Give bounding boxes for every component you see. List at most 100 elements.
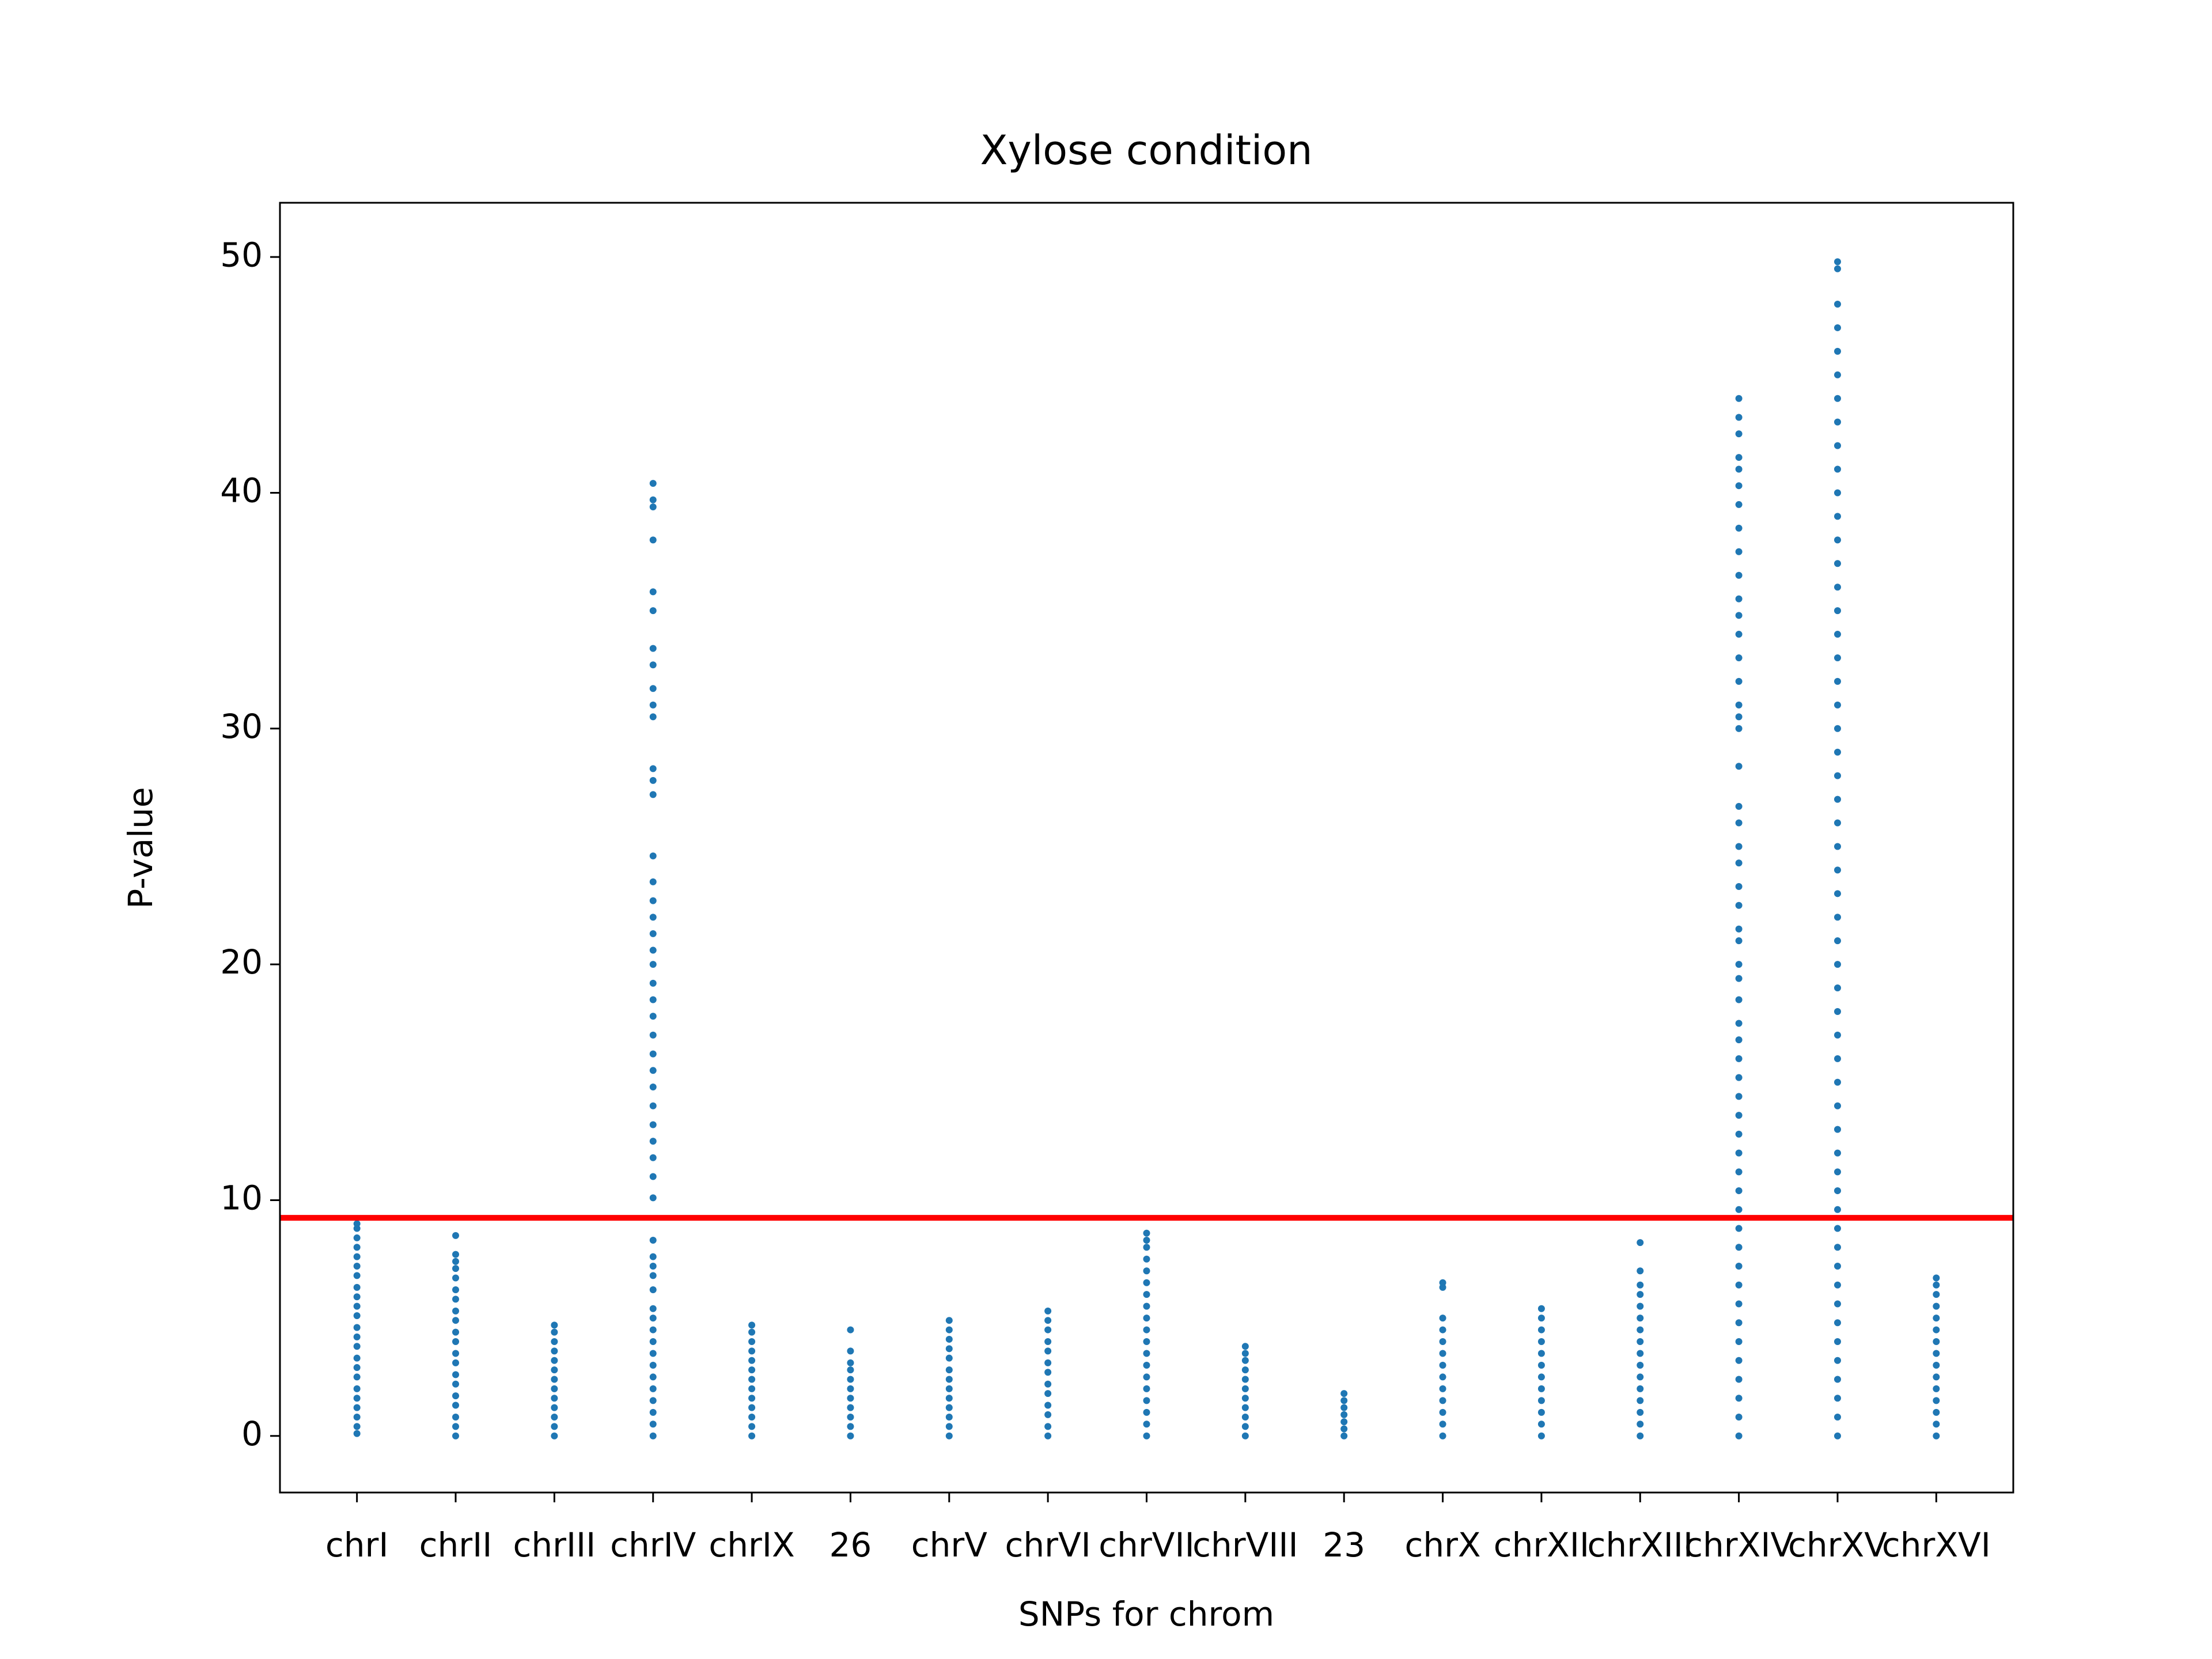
point xyxy=(1933,1281,1940,1289)
x-tick-label: chrXII xyxy=(1494,1525,1589,1565)
point xyxy=(649,1315,657,1322)
point xyxy=(1637,1302,1644,1310)
point xyxy=(1044,1411,1052,1418)
point xyxy=(1834,890,1841,897)
point xyxy=(1834,866,1841,874)
x-tick-label: chrI xyxy=(325,1525,389,1565)
point xyxy=(649,1237,657,1244)
point xyxy=(452,1286,460,1293)
point xyxy=(1933,1421,1940,1428)
point xyxy=(1537,1432,1545,1440)
point xyxy=(1439,1421,1446,1428)
point xyxy=(1933,1432,1940,1440)
point xyxy=(1933,1315,1940,1322)
point xyxy=(551,1328,558,1336)
point xyxy=(1834,1357,1841,1364)
point xyxy=(649,914,657,921)
point xyxy=(452,1317,460,1324)
point xyxy=(649,1013,657,1020)
point xyxy=(1834,607,1841,615)
point xyxy=(748,1395,756,1402)
point xyxy=(353,1404,361,1411)
point xyxy=(452,1274,460,1282)
point xyxy=(649,588,657,596)
point xyxy=(847,1385,854,1392)
point xyxy=(748,1347,756,1355)
point xyxy=(1735,1225,1743,1232)
point xyxy=(1340,1390,1348,1397)
point xyxy=(1637,1397,1644,1404)
point xyxy=(847,1326,854,1334)
point xyxy=(1834,1432,1841,1440)
point xyxy=(1933,1291,1940,1298)
point xyxy=(649,661,657,669)
point xyxy=(748,1328,756,1336)
point xyxy=(1637,1281,1644,1289)
point xyxy=(353,1302,361,1310)
point xyxy=(1044,1347,1052,1355)
point xyxy=(1044,1402,1052,1409)
point xyxy=(1241,1357,1249,1364)
point xyxy=(1735,465,1743,473)
point xyxy=(1735,1414,1743,1421)
point xyxy=(353,1234,361,1241)
point xyxy=(1735,925,1743,933)
point xyxy=(353,1293,361,1301)
point xyxy=(1735,482,1743,490)
point xyxy=(1834,560,1841,567)
point xyxy=(1143,1432,1150,1440)
point xyxy=(1735,883,1743,891)
point xyxy=(452,1414,460,1421)
point xyxy=(452,1257,460,1265)
point xyxy=(1834,1126,1841,1133)
point xyxy=(649,1194,657,1202)
point xyxy=(1340,1418,1348,1426)
point xyxy=(1735,1149,1743,1157)
point xyxy=(353,1253,361,1260)
chart-title: Xylose condition xyxy=(980,127,1312,174)
point xyxy=(649,1253,657,1260)
x-tick-label: chrXVI xyxy=(1882,1525,1991,1565)
y-tick-label: 0 xyxy=(241,1414,263,1453)
point xyxy=(649,1373,657,1381)
point xyxy=(1537,1326,1545,1334)
point xyxy=(551,1338,558,1346)
point xyxy=(1735,677,1743,685)
point xyxy=(1637,1326,1644,1334)
point xyxy=(649,852,657,859)
point xyxy=(649,1272,657,1279)
point xyxy=(1933,1361,1940,1369)
point xyxy=(1834,1281,1841,1289)
point xyxy=(1340,1411,1348,1418)
point xyxy=(649,1031,657,1039)
point xyxy=(1143,1267,1150,1275)
point xyxy=(1143,1385,1150,1392)
point xyxy=(1834,654,1841,661)
point xyxy=(748,1357,756,1364)
point xyxy=(1241,1366,1249,1374)
x-tick-label: chrVII xyxy=(1099,1525,1194,1565)
point xyxy=(649,1102,657,1109)
point xyxy=(847,1359,854,1366)
x-tick-label: chrIII xyxy=(513,1525,596,1565)
point xyxy=(1537,1350,1545,1357)
point xyxy=(1834,1055,1841,1062)
point xyxy=(1735,1036,1743,1044)
point xyxy=(1735,975,1743,982)
point xyxy=(1537,1315,1545,1322)
point xyxy=(1143,1255,1150,1263)
point xyxy=(1537,1361,1545,1369)
point xyxy=(1735,725,1743,732)
point xyxy=(353,1333,361,1340)
point xyxy=(1143,1229,1150,1237)
point xyxy=(945,1423,953,1430)
point xyxy=(1637,1315,1644,1322)
point xyxy=(353,1385,361,1392)
point xyxy=(1637,1432,1644,1440)
point xyxy=(1834,1078,1841,1086)
point xyxy=(1143,1408,1150,1416)
point xyxy=(1735,1020,1743,1027)
point xyxy=(551,1366,558,1374)
point xyxy=(452,1392,460,1400)
point xyxy=(551,1385,558,1392)
